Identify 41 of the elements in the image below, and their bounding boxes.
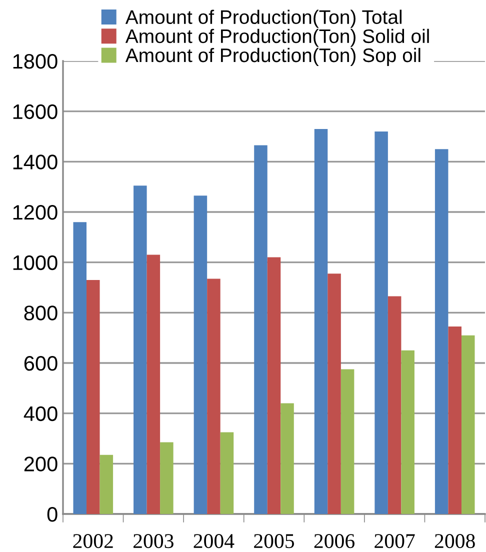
bar [448, 326, 462, 514]
y-tick-label: 1000 [13, 255, 58, 270]
bar [134, 186, 147, 514]
bar [146, 254, 160, 514]
bar [461, 335, 475, 514]
y-tick-label: 1400 [13, 154, 58, 170]
bar [194, 196, 208, 514]
bar [160, 442, 174, 514]
bar [267, 257, 281, 514]
x-tick-label: 2008 [434, 534, 475, 548]
x-tick-label: 2005 [254, 534, 294, 548]
bar [374, 131, 388, 514]
bar [401, 350, 414, 514]
y-tick-label: 1800 [13, 54, 58, 69]
x-tick-label: 2006 [314, 534, 354, 548]
y-tick-label: 600 [24, 356, 58, 371]
x-tick-label: 2002 [73, 534, 113, 548]
y-tick-label: 800 [24, 306, 58, 320]
bar [220, 432, 234, 514]
legend-label: Amount of Production(Ton) Sop oil [125, 48, 420, 66]
y-tick-label: 200 [24, 456, 58, 472]
bar [280, 403, 294, 514]
x-tick-label: 2004 [194, 534, 234, 548]
bar [207, 278, 220, 514]
bar [314, 128, 328, 514]
legend-label: Amount of Production(Ton) Solid oil [125, 28, 429, 47]
bar [86, 280, 100, 514]
y-tick-label: 400 [24, 406, 58, 422]
bar [434, 149, 448, 514]
bar [100, 454, 114, 514]
y-tick-label: 0 [47, 507, 58, 522]
bar [388, 296, 402, 514]
bar [254, 145, 268, 514]
legend-label: Amount of Production(Ton) Total [125, 10, 402, 28]
bar [340, 369, 354, 514]
bar [328, 274, 341, 514]
x-tick-label: 2007 [374, 534, 415, 548]
y-tick-label: 1600 [13, 104, 58, 120]
bar [73, 222, 87, 514]
y-tick-label: 1200 [13, 205, 58, 220]
x-tick-label: 2003 [134, 534, 174, 548]
